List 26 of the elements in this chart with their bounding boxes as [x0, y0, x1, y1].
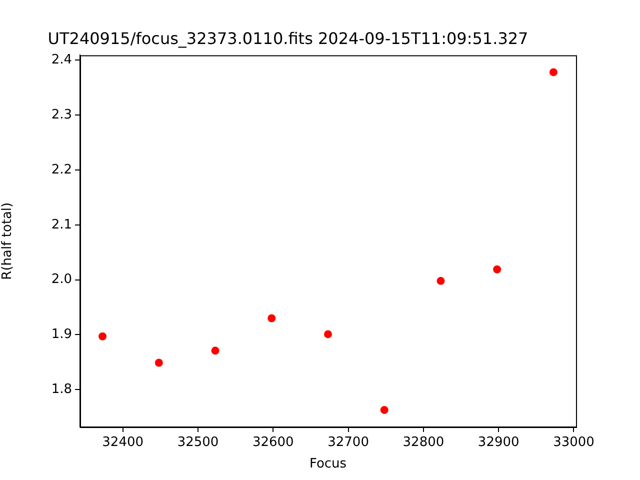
- x-tick-label: 32900: [478, 435, 520, 450]
- x-tick-label: 32400: [102, 435, 144, 450]
- y-tick-label: 2.0: [51, 272, 72, 288]
- point: [268, 314, 276, 322]
- y-tick-label: 2.1: [51, 217, 72, 232]
- point: [380, 406, 388, 414]
- y-tick-label: 1.8: [51, 382, 72, 398]
- x-axis-title: Focus: [309, 456, 347, 472]
- x-tick-label: 32500: [177, 435, 219, 450]
- chart-title: UT240915/focus_32373.0110.fits 2024-09-15T11:09:51.327: [48, 28, 528, 48]
- point: [493, 265, 502, 274]
- y-tick-label: 1.9: [51, 327, 72, 342]
- point: [98, 332, 107, 340]
- point: [436, 276, 445, 285]
- x-tick-label: 33000: [553, 435, 594, 450]
- x-tick-label: 32700: [328, 435, 369, 450]
- y-tick-label: 2.4: [51, 52, 72, 68]
- y-tick-label: 2.2: [51, 162, 72, 178]
- y-axis-title: R(half total): [0, 202, 16, 280]
- point: [211, 346, 220, 355]
- point: [324, 330, 332, 338]
- point: [549, 68, 558, 76]
- y-tick-label: 2.3: [51, 107, 72, 122]
- x-tick-label: 32800: [402, 435, 444, 450]
- point: [154, 358, 163, 367]
- x-tick-label: 32600: [252, 435, 294, 450]
